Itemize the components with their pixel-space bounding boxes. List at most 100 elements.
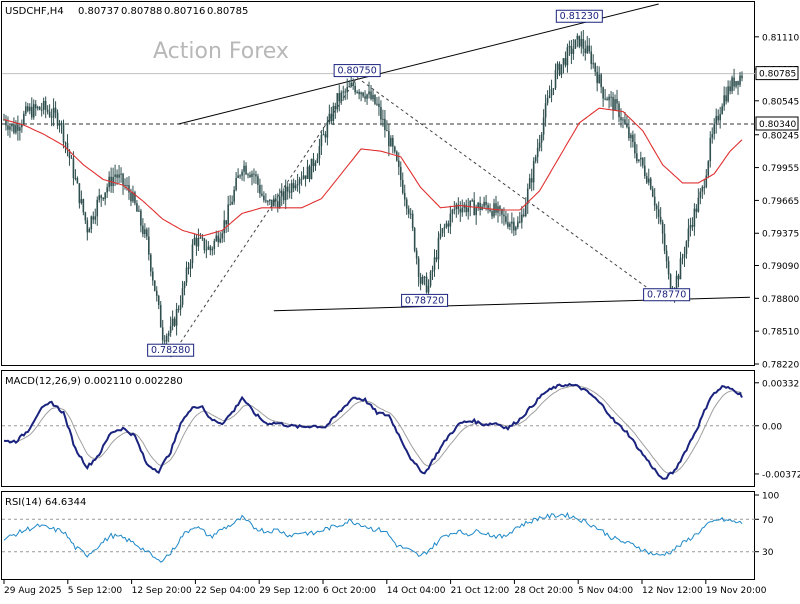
- candle-body: [473, 200, 475, 216]
- candle-body: [314, 162, 317, 167]
- candle-body: [157, 295, 160, 306]
- candle-body: [384, 118, 386, 131]
- candle-body: [622, 119, 624, 121]
- candle-body: [457, 204, 460, 210]
- candle-body: [290, 183, 293, 193]
- candle-body: [614, 99, 616, 111]
- candle-body: [225, 220, 227, 225]
- candle-body: [330, 113, 333, 122]
- macd-axis: 0.003321 0.00 -0.003723: [755, 379, 800, 480]
- candle-body: [661, 221, 664, 234]
- candle-body: [522, 214, 525, 217]
- candle-body: [34, 104, 37, 109]
- candle-body: [68, 150, 71, 158]
- candle-body: [116, 174, 118, 178]
- candle-body: [445, 223, 448, 228]
- price-label-text: 0.81230: [560, 11, 599, 22]
- x-tick-label: 21 Oct 12:00: [451, 586, 510, 596]
- candle-body: [292, 183, 295, 189]
- trendline-0: [178, 3, 659, 125]
- candle-body: [251, 173, 253, 177]
- price-label-box: [333, 64, 381, 78]
- macd-line: [3, 382, 743, 480]
- y-tick-label: 0.79665: [762, 197, 799, 207]
- candle-body: [15, 125, 17, 133]
- candle-body: [86, 220, 89, 233]
- candle-body: [191, 244, 194, 264]
- candle-body: [594, 63, 596, 72]
- candle-body: [550, 89, 553, 96]
- candle-body: [312, 158, 315, 167]
- candle-body: [235, 178, 237, 190]
- candle-body: [48, 111, 51, 117]
- candle-body: [352, 82, 354, 86]
- candle-body: [118, 174, 120, 178]
- candle-body: [294, 185, 297, 189]
- y-tick-label: 0.80545: [762, 97, 799, 107]
- candle-body: [487, 205, 489, 210]
- candle-body: [171, 318, 174, 327]
- candle-body: [709, 137, 712, 162]
- y-tick-label: 0.78220: [762, 361, 799, 371]
- candle-body: [669, 274, 672, 300]
- watermark: Action Forex: [153, 39, 289, 64]
- candle-body: [255, 174, 257, 177]
- candle-body: [598, 74, 600, 84]
- candle-body: [165, 335, 168, 342]
- candle-body: [199, 237, 202, 239]
- price-label: 0.78280: [147, 343, 195, 357]
- candle-body: [304, 175, 307, 179]
- time-axis: 29 Aug 2025 5 Sep 12:00 12 Sep 20:00 22 Sep…: [3, 580, 767, 596]
- candle-body: [723, 95, 725, 107]
- candle-body: [409, 213, 412, 215]
- candle-body: [205, 249, 208, 251]
- rsi-axis: 100 70 30: [755, 492, 779, 558]
- candle-body: [731, 77, 733, 92]
- candle-body: [733, 77, 735, 87]
- candle-body: [636, 153, 638, 161]
- candle-body: [106, 187, 108, 193]
- candle-body: [572, 48, 575, 54]
- candle-body: [173, 318, 176, 326]
- candle-body: [566, 47, 569, 66]
- candle-body: [159, 305, 162, 328]
- candle-body: [120, 173, 122, 175]
- candle-body: [564, 58, 567, 66]
- rsi-panel-frame: [1, 491, 755, 580]
- candle-body: [634, 142, 636, 154]
- candle-body: [153, 280, 156, 291]
- candle-body: [465, 204, 468, 213]
- candle-body: [102, 197, 104, 200]
- candle-body: [265, 200, 267, 202]
- candle-body: [419, 276, 422, 284]
- candle-body: [175, 308, 178, 326]
- candle-body: [469, 200, 472, 208]
- candle-body: [46, 109, 49, 112]
- candle-body: [397, 160, 400, 167]
- macd-tick-label: 0.003321: [762, 379, 800, 389]
- candle-body: [11, 124, 13, 127]
- candle-body: [380, 106, 382, 120]
- candle-body: [461, 207, 464, 213]
- y-tick-label: 0.79090: [762, 262, 799, 272]
- candle-body: [604, 98, 606, 100]
- x-tick-label: 12 Nov 12:00: [642, 586, 703, 596]
- candle-body: [76, 178, 79, 184]
- candle-body: [241, 171, 243, 176]
- candle-body: [88, 229, 91, 233]
- candle-body: [7, 125, 9, 130]
- candle-body: [183, 282, 186, 289]
- candle-body: [300, 178, 303, 180]
- candle-body: [271, 199, 273, 207]
- candle-body: [441, 228, 444, 234]
- candle-body: [455, 204, 458, 210]
- candle-body: [163, 340, 166, 342]
- candle-body: [167, 332, 170, 336]
- candle-body: [320, 134, 323, 147]
- candle-body: [659, 216, 662, 222]
- candle-body: [269, 199, 271, 202]
- candle-body: [596, 71, 598, 84]
- candle-body: [223, 220, 226, 234]
- candle-body: [459, 209, 462, 213]
